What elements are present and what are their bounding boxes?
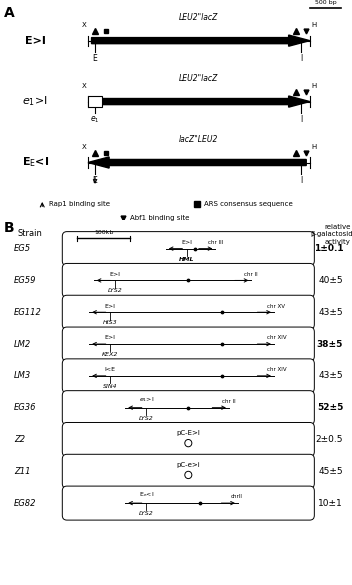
Text: KEX2: KEX2 bbox=[102, 352, 119, 357]
Text: H: H bbox=[312, 84, 317, 90]
Text: E$_\mathrm{e}$<I: E$_\mathrm{e}$<I bbox=[139, 491, 154, 500]
Text: 45±5: 45±5 bbox=[319, 467, 343, 476]
Text: chr XV: chr XV bbox=[267, 304, 285, 309]
Text: A: A bbox=[4, 6, 14, 20]
Text: HIS3: HIS3 bbox=[103, 321, 118, 325]
Text: 100kb: 100kb bbox=[94, 230, 114, 236]
Text: E$_\mathrm{E}$<I: E$_\mathrm{E}$<I bbox=[21, 156, 49, 170]
Text: I: I bbox=[300, 176, 302, 185]
Text: E>I: E>I bbox=[181, 240, 193, 245]
FancyBboxPatch shape bbox=[62, 486, 314, 520]
FancyBboxPatch shape bbox=[62, 359, 314, 393]
Text: ARS consensus sequence: ARS consensus sequence bbox=[204, 201, 293, 207]
Text: E>I: E>I bbox=[105, 304, 116, 309]
Text: HML: HML bbox=[179, 257, 195, 261]
Text: 43±5: 43±5 bbox=[319, 308, 343, 316]
FancyBboxPatch shape bbox=[62, 263, 314, 297]
Text: LYS2: LYS2 bbox=[107, 288, 122, 294]
FancyBboxPatch shape bbox=[62, 455, 314, 488]
Text: LEU2"lacZ: LEU2"lacZ bbox=[179, 74, 219, 83]
Text: $\mathit{e}_1$>I: $\mathit{e}_1$>I bbox=[139, 395, 154, 404]
Text: X: X bbox=[82, 144, 86, 150]
Text: chrII: chrII bbox=[231, 494, 243, 500]
Text: SIN4: SIN4 bbox=[103, 384, 118, 389]
Text: pC-e>i: pC-e>i bbox=[176, 462, 200, 467]
Text: 2±0.5: 2±0.5 bbox=[316, 435, 343, 444]
FancyArrow shape bbox=[92, 35, 310, 46]
Text: LM2: LM2 bbox=[14, 339, 31, 349]
Text: E>I: E>I bbox=[109, 272, 120, 277]
FancyArrow shape bbox=[92, 96, 310, 107]
Text: LM3: LM3 bbox=[14, 371, 31, 380]
Text: X: X bbox=[82, 84, 86, 90]
Text: Z11: Z11 bbox=[14, 467, 31, 476]
Circle shape bbox=[185, 472, 192, 479]
FancyBboxPatch shape bbox=[62, 327, 314, 361]
Text: Abf1 binding site: Abf1 binding site bbox=[130, 215, 190, 221]
Text: Rap1 binding site: Rap1 binding site bbox=[49, 201, 110, 207]
Text: chr XIV: chr XIV bbox=[267, 367, 287, 372]
Text: LEU2"lacZ: LEU2"lacZ bbox=[179, 13, 219, 22]
Text: H: H bbox=[312, 22, 317, 29]
Text: EG5: EG5 bbox=[14, 244, 31, 253]
Text: 10±1: 10±1 bbox=[319, 498, 343, 508]
Text: Strain: Strain bbox=[18, 229, 43, 238]
Text: X: X bbox=[82, 22, 86, 29]
FancyBboxPatch shape bbox=[62, 422, 314, 456]
Text: E>I: E>I bbox=[25, 36, 46, 46]
Text: chr XIV: chr XIV bbox=[267, 335, 287, 340]
Text: $\mathit{e}_1$>I: $\mathit{e}_1$>I bbox=[23, 95, 48, 108]
Text: relative
β-galactosidase
activity: relative β-galactosidase activity bbox=[310, 223, 352, 245]
Text: E>I: E>I bbox=[105, 335, 116, 340]
Text: I: I bbox=[300, 115, 302, 124]
Text: 43±5: 43±5 bbox=[319, 371, 343, 380]
FancyBboxPatch shape bbox=[62, 295, 314, 329]
Text: chr II: chr II bbox=[222, 399, 235, 404]
Text: EG112: EG112 bbox=[14, 308, 42, 316]
FancyBboxPatch shape bbox=[62, 391, 314, 425]
Text: EG36: EG36 bbox=[14, 403, 37, 412]
Text: pC-E>I: pC-E>I bbox=[176, 430, 200, 436]
Text: 40±5: 40±5 bbox=[319, 276, 343, 285]
Text: chr III: chr III bbox=[208, 240, 224, 245]
Text: 500 bp: 500 bp bbox=[315, 0, 337, 5]
Text: LYS2: LYS2 bbox=[139, 511, 154, 516]
Bar bbox=[88, 96, 102, 107]
Text: 52±5: 52±5 bbox=[317, 403, 343, 412]
Text: EG59: EG59 bbox=[14, 276, 37, 285]
Text: lacZ"LEU2: lacZ"LEU2 bbox=[179, 135, 219, 144]
FancyArrow shape bbox=[88, 157, 306, 168]
Text: E: E bbox=[93, 54, 98, 63]
Text: EG82: EG82 bbox=[14, 498, 37, 508]
Text: H: H bbox=[312, 144, 317, 150]
Circle shape bbox=[185, 439, 192, 447]
Text: Z2: Z2 bbox=[14, 435, 25, 444]
Text: E: E bbox=[93, 176, 98, 185]
FancyBboxPatch shape bbox=[62, 232, 314, 266]
Text: LYS2: LYS2 bbox=[139, 416, 154, 421]
Text: $\mathit{e}_1$: $\mathit{e}_1$ bbox=[90, 115, 100, 125]
Text: I<E: I<E bbox=[105, 367, 116, 372]
Text: chr II: chr II bbox=[244, 272, 258, 277]
Text: B: B bbox=[4, 221, 14, 235]
Text: 1±0.1: 1±0.1 bbox=[314, 244, 343, 253]
Text: 38±5: 38±5 bbox=[317, 339, 343, 349]
Text: I: I bbox=[300, 54, 302, 63]
